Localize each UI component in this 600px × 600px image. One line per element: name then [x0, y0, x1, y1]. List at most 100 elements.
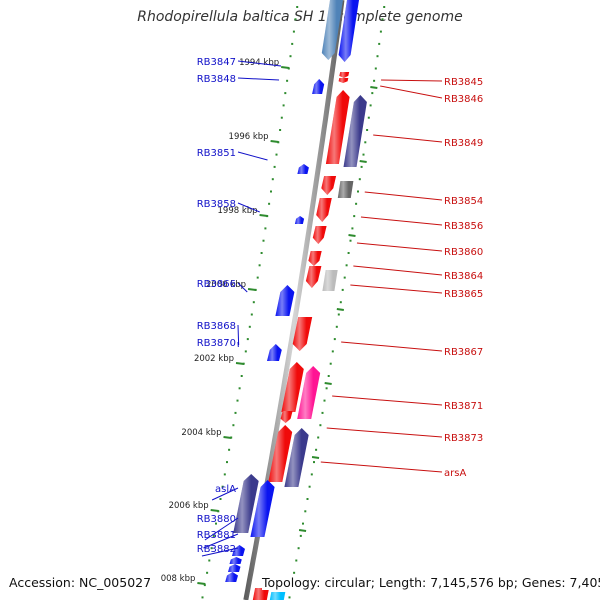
gene-arrow-highlight	[292, 317, 313, 351]
gene-arrow-highlight	[275, 285, 295, 316]
right-leader-line	[380, 85, 443, 99]
right-ring-dot	[355, 202, 358, 205]
right-ring-dot	[347, 252, 350, 254]
gene-arrow-highlight	[322, 270, 338, 291]
left-ring-dot	[273, 165, 276, 168]
right-leader-line	[364, 191, 443, 201]
right-ring-dot	[376, 55, 379, 58]
left-ring-dot	[286, 79, 289, 82]
left-gene-label: RB3851	[197, 148, 236, 159]
gene-arrow-highlight	[325, 90, 350, 164]
left-ring-dot	[248, 325, 251, 328]
gene-arrow-highlight	[321, 0, 343, 60]
right-gene-label: RB3864	[444, 271, 483, 282]
right-gene-label: RB3860	[444, 247, 483, 258]
right-gene-label: RB3867	[444, 347, 483, 358]
right-ring-dot	[339, 301, 342, 304]
left-leader-line	[211, 487, 239, 501]
kbp-tick-label: 2004 kbp	[181, 428, 221, 438]
left-ring-dot	[219, 498, 222, 500]
left-ring-dot	[294, 18, 297, 21]
right-ring-dot	[371, 92, 374, 95]
right-ring-dot	[302, 522, 304, 525]
kbp-tick-mark-right	[348, 234, 356, 237]
left-leader-line	[237, 202, 260, 213]
left-ring-dot	[236, 399, 239, 402]
gene-arrow-highlight	[250, 480, 275, 537]
right-gene-label: arsA	[444, 468, 466, 479]
right-gene-label: RB3849	[444, 138, 483, 149]
kbp-tick-mark	[235, 362, 245, 365]
kbp-tick-mark	[210, 509, 219, 512]
kbp-tick-mark	[281, 66, 290, 69]
left-ring-dot	[270, 190, 272, 193]
gene-arrow-highlight	[297, 366, 321, 419]
accession-text: Accession: NC_005027	[9, 575, 152, 590]
right-ring-dot	[295, 559, 298, 562]
kbp-tick-label: 1998 kbp	[218, 206, 258, 216]
right-ring-dot	[299, 534, 302, 537]
left-ring-dot	[221, 485, 224, 488]
right-ring-dot	[362, 153, 365, 156]
right-ring-dot	[373, 79, 376, 82]
right-leader-line	[353, 265, 443, 276]
kbp-tick-mark	[197, 582, 206, 585]
left-gene-label: aslA	[215, 484, 236, 495]
kbp-tick-mark	[223, 436, 232, 439]
kbp-tick-label: 1996 kbp	[229, 132, 269, 142]
genome-summary-text: Topology: circular; Length: 7,145,576 bp…	[262, 575, 600, 590]
left-leader-line	[237, 77, 280, 81]
right-ring-dot	[353, 215, 356, 218]
gene-arrow-highlight	[228, 564, 241, 572]
gene-arrow-highlight	[229, 557, 242, 564]
right-leader-line	[381, 79, 443, 82]
kbp-tick-label: 008 kbp	[161, 574, 196, 584]
left-ring-dot	[206, 571, 209, 574]
left-ring-dot	[203, 584, 206, 587]
right-ring-dot	[333, 338, 336, 341]
kbp-tick-label: 2006 kbp	[169, 501, 209, 511]
right-ring-dot	[337, 313, 340, 316]
right-gene-label: RB3873	[444, 433, 483, 444]
kbp-tick-label: 2000 kbp	[206, 280, 246, 290]
gene-arrow-highlight	[225, 572, 238, 582]
left-ring-dot	[238, 387, 241, 390]
gene-arrow-highlight	[269, 592, 286, 600]
left-ring-dot	[258, 264, 261, 267]
gene-arrow-highlight	[281, 362, 304, 412]
map-title: Rhodopirellula baltica SH 1, complete ge…	[137, 9, 463, 25]
left-gene-label: RB3882	[197, 544, 236, 555]
left-ring-dot	[244, 350, 247, 353]
gene-arrow-highlight	[232, 545, 245, 556]
kbp-tick-mark-right	[298, 529, 307, 532]
left-leader-line	[237, 151, 268, 161]
right-gene-label: RB3856	[444, 221, 483, 232]
right-leader-line	[360, 216, 443, 226]
gene-arrow-highlight	[284, 428, 309, 487]
left-ring-dot	[282, 104, 285, 107]
left-gene-label: RB3870	[197, 338, 236, 349]
right-ring-dot	[323, 399, 326, 402]
kbp-tick-mark-right	[311, 456, 320, 459]
right-ring-dot	[331, 350, 334, 353]
left-ring-dot	[250, 313, 253, 316]
left-gene-label: RB3858	[197, 199, 236, 210]
right-leader-line	[320, 461, 443, 473]
left-ring-dot	[234, 411, 237, 414]
right-ring-dot	[319, 424, 322, 427]
right-gene-label: RB3845	[444, 77, 483, 88]
gene-arrow-highlight	[337, 181, 354, 198]
right-ring-dot	[297, 547, 300, 550]
gene-features	[225, 0, 367, 600]
kbp-tick-mark-right	[324, 382, 332, 385]
kbp-tick-mark	[247, 288, 257, 291]
left-ring-dot	[246, 338, 249, 341]
right-ring-dot	[345, 264, 348, 267]
gene-labels: RB3847 RB3848 RB3851 RB3858 RB3866 RB3868 RB38…	[197, 57, 484, 555]
gene-arrow-highlight	[316, 198, 332, 222]
gene-arrow-highlight	[338, 78, 349, 83]
right-leader-line	[356, 242, 443, 252]
left-ring-dot	[268, 202, 271, 205]
gene-arrow-highlight	[268, 425, 293, 482]
